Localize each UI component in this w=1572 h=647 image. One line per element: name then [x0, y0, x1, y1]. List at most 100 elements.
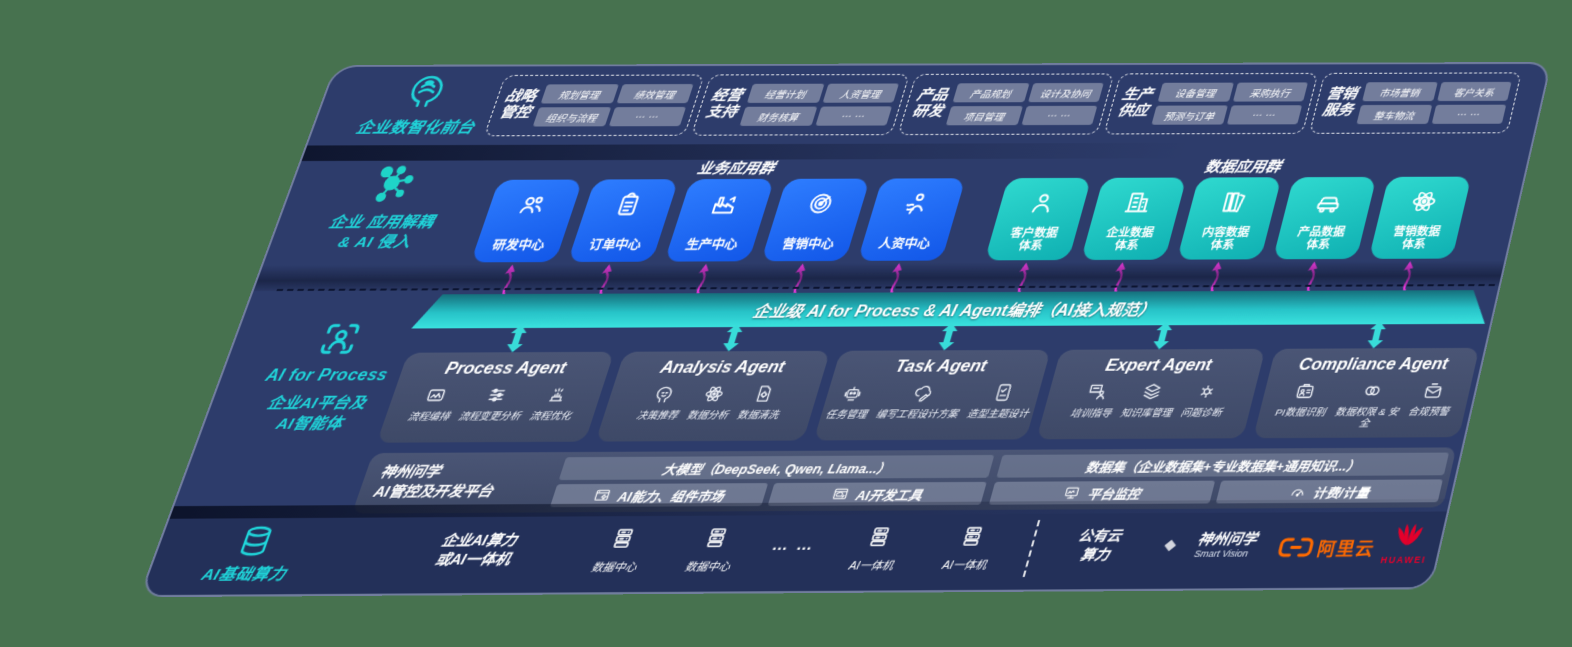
teal-double-arrow — [720, 324, 745, 352]
chip: 财务核算 — [739, 106, 817, 126]
huawei-flower-icon — [1394, 523, 1424, 546]
data-card: 产品数据 体系 — [1272, 176, 1377, 295]
server-icon — [706, 528, 727, 548]
chip: … … — [814, 106, 893, 126]
chip: 经营计划 — [746, 83, 825, 103]
agent-item: 数据权限 & 安全 — [1330, 380, 1406, 430]
gear-icon — [1199, 385, 1214, 398]
chip: 规划管理 — [540, 84, 619, 104]
chip: 绩效管理 — [616, 84, 694, 104]
data-card: 内容数据 体系 — [1176, 177, 1282, 295]
chip: … … — [1431, 104, 1507, 124]
car-icon — [1315, 196, 1341, 213]
atom-icon — [703, 385, 726, 403]
people-icon — [519, 196, 546, 214]
cell-ai-market: AI能力、组件市场 — [549, 483, 769, 508]
chip: 产品规划 — [952, 83, 1030, 103]
platform-card: 神州问学 AI管控及开发平台 大模型（DeepSeek, Qwen, Llama.… — [351, 447, 1457, 514]
chip: 项目管理 — [945, 105, 1023, 126]
smartvision-diamond-icon — [1150, 529, 1190, 562]
clipboard-icon — [617, 192, 641, 216]
target-icon — [807, 193, 834, 214]
mail-alert-icon — [1424, 383, 1443, 398]
magenta-arrow — [1301, 260, 1321, 295]
group-title: 战略 管控 — [497, 88, 539, 121]
chip: 设计及协同 — [1027, 82, 1104, 103]
agent-item: 数据清洗 — [736, 383, 789, 421]
head-face-icon — [654, 386, 674, 403]
window-cloud-icon — [832, 488, 849, 500]
aliyun-bracket-icon — [1277, 537, 1315, 557]
magenta-arrow — [593, 263, 616, 297]
ai-appliance-node: AI一体机 — [924, 523, 1014, 573]
ai-appliance-node: AI一体机 — [831, 524, 922, 574]
person-wave-icon — [903, 193, 928, 215]
agent-card-expert: Expert Agent 培训指导 知识库管理 问题诊断 — [1035, 348, 1266, 440]
group-marketing: 营销 服务 市场营销 客户关系 整车物流 … … — [1308, 72, 1522, 134]
chip: 设备管理 — [1157, 82, 1234, 102]
magenta-arrow — [1108, 261, 1129, 295]
group-title: 产品 研发 — [910, 87, 951, 120]
magenta-arrow — [1204, 260, 1225, 295]
chip: … … — [1020, 105, 1098, 126]
frontdesk-groups: 战略 管控 规划管理 绩效管理 组织与流程 … … 经营 支持 经营计划 人资管理 … — [483, 72, 1522, 137]
doc-gear-icon — [756, 385, 773, 402]
business-group-title: 业务应用群 — [695, 160, 777, 178]
layer1-label: 企业数智化前台 — [353, 119, 477, 137]
brain-icon — [406, 75, 447, 108]
teach-board-icon — [1087, 384, 1108, 400]
agent-item: 合规预警 — [1404, 380, 1456, 430]
teal-double-arrow — [1151, 322, 1175, 350]
layer2-label: 企业 应用解耦 & AI 侵入 — [326, 214, 437, 252]
magenta-arrow — [1397, 259, 1417, 294]
business-card: 营销中心 — [760, 178, 871, 297]
group-title: 生产 供应 — [1115, 86, 1155, 120]
layers-icon — [1142, 383, 1162, 400]
agent-item: 造型主题设计 — [965, 382, 1037, 420]
database-icon — [239, 526, 273, 556]
ellipsis: … … — [769, 536, 818, 555]
rings-icon — [1364, 386, 1380, 396]
cell-billing: 计费/计量 — [1215, 479, 1443, 504]
model-bar: 大模型（DeepSeek, Qwen, Llama...） — [558, 454, 995, 481]
agent-card-process: Process Agent 流程编排 流程变更分析 流程优化 — [376, 351, 615, 443]
cell-dev-tools: AI开发工具 — [767, 481, 987, 506]
business-card: 订单中心 — [567, 179, 679, 297]
agent-item: 编写工程设计方案 — [874, 383, 967, 421]
data-card: 营销数据 体系 — [1368, 176, 1472, 294]
chip: 人资管理 — [822, 83, 899, 103]
platform-label: 神州问学 AI管控及开发平台 — [371, 463, 496, 500]
data-group-title: 数据应用群 — [1202, 158, 1283, 176]
business-card: 研发中心 — [470, 179, 583, 298]
atom-icon — [1410, 190, 1438, 213]
layer-frontdesk: 企业数智化前台 战略 管控 规划管理 绩效管理 组织与流程 … … 经营 支持 经营… — [306, 64, 1550, 150]
group-operation: 经营 支持 经营计划 人资管理 财务核算 … … — [690, 73, 910, 136]
id-card-icon — [1296, 383, 1315, 399]
agent-card-compliance: Compliance Agent PI数据识别 数据权限 & 安全 合规预警 — [1252, 347, 1480, 439]
factory-icon — [711, 196, 738, 214]
agent-card-analysis: Analysis Agent 决策推荐 数据分析 数据清洗 — [595, 350, 831, 442]
agent-item: 问题诊断 — [1179, 381, 1229, 419]
building-icon — [1124, 192, 1153, 213]
enterprise-compute-label: 企业AI算力 或AI一体机 — [433, 531, 520, 569]
agent-item: 数据分析 — [685, 384, 738, 422]
datacenter-node: 数据中心 — [667, 525, 759, 575]
architecture-panel: 企业数智化前台 战略 管控 规划管理 绩效管理 组织与流程 … … 经营 支持 经营… — [138, 61, 1552, 598]
business-card: 人资中心 — [857, 178, 966, 296]
agent-cards-row: Process Agent 流程编排 流程变更分析 流程优化 Analysis … — [376, 347, 1480, 443]
agent-item: 流程优化 — [528, 384, 582, 422]
agent-item: 流程变更分析 — [457, 385, 531, 423]
aliyun-logo: 阿里云 — [1276, 534, 1378, 561]
dataset-bar: 数据集（企业数据集+专业数据集+通用知识...） — [996, 452, 1450, 478]
chip: 预测与订单 — [1151, 105, 1228, 125]
agent-item: 任务管理 — [824, 383, 876, 421]
magenta-arrow — [690, 262, 713, 297]
magenta-arrow — [496, 263, 519, 298]
agent-item: PI数据识别 — [1271, 381, 1333, 431]
magenta-arrow — [884, 261, 906, 296]
group-supply: 生产 供应 设备管理 采购执行 预测与订单 … … — [1103, 72, 1319, 135]
chip: … … — [608, 106, 687, 127]
chip: 市场营销 — [1362, 82, 1438, 102]
group-strategy: 战略 管控 规划管理 绩效管理 组织与流程 … … — [483, 74, 705, 137]
